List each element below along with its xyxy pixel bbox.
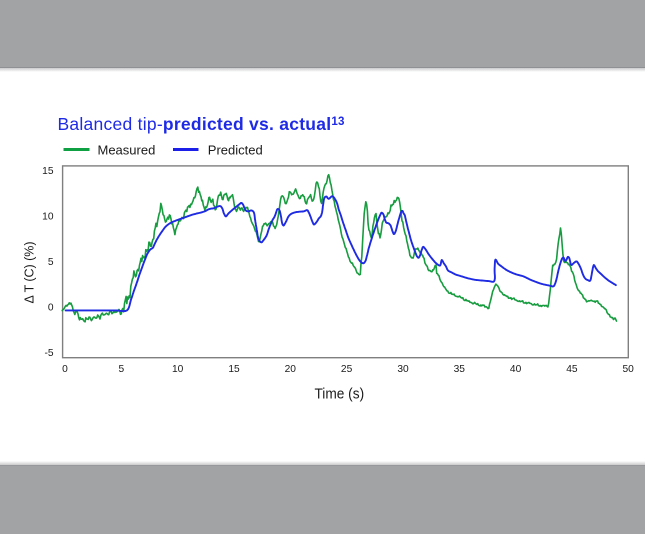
svg-text:15: 15 <box>228 364 240 375</box>
svg-text:35: 35 <box>454 364 466 375</box>
svg-text:50: 50 <box>623 364 635 375</box>
svg-text:0: 0 <box>62 364 68 375</box>
svg-text:40: 40 <box>510 364 522 375</box>
svg-text:-5: -5 <box>44 348 53 359</box>
svg-text:5: 5 <box>48 257 54 268</box>
svg-text:0: 0 <box>48 303 54 314</box>
svg-text:20: 20 <box>285 364 297 375</box>
svg-text:Predicted: Predicted <box>208 142 263 157</box>
svg-text:45: 45 <box>566 364 578 375</box>
svg-text:Time (s): Time (s) <box>314 386 364 402</box>
svg-text:Balanced tip-predicted vs. act: Balanced tip-predicted vs. actual13 <box>58 114 346 134</box>
svg-text:Measured: Measured <box>98 142 156 157</box>
svg-text:10: 10 <box>172 364 184 375</box>
svg-text:30: 30 <box>397 364 409 375</box>
svg-text:25: 25 <box>341 364 353 375</box>
svg-text:15: 15 <box>42 166 54 177</box>
svg-text:10: 10 <box>42 212 54 223</box>
svg-text:5: 5 <box>118 364 124 375</box>
svg-text:Δ T (C) (%): Δ T (C) (%) <box>22 242 37 304</box>
